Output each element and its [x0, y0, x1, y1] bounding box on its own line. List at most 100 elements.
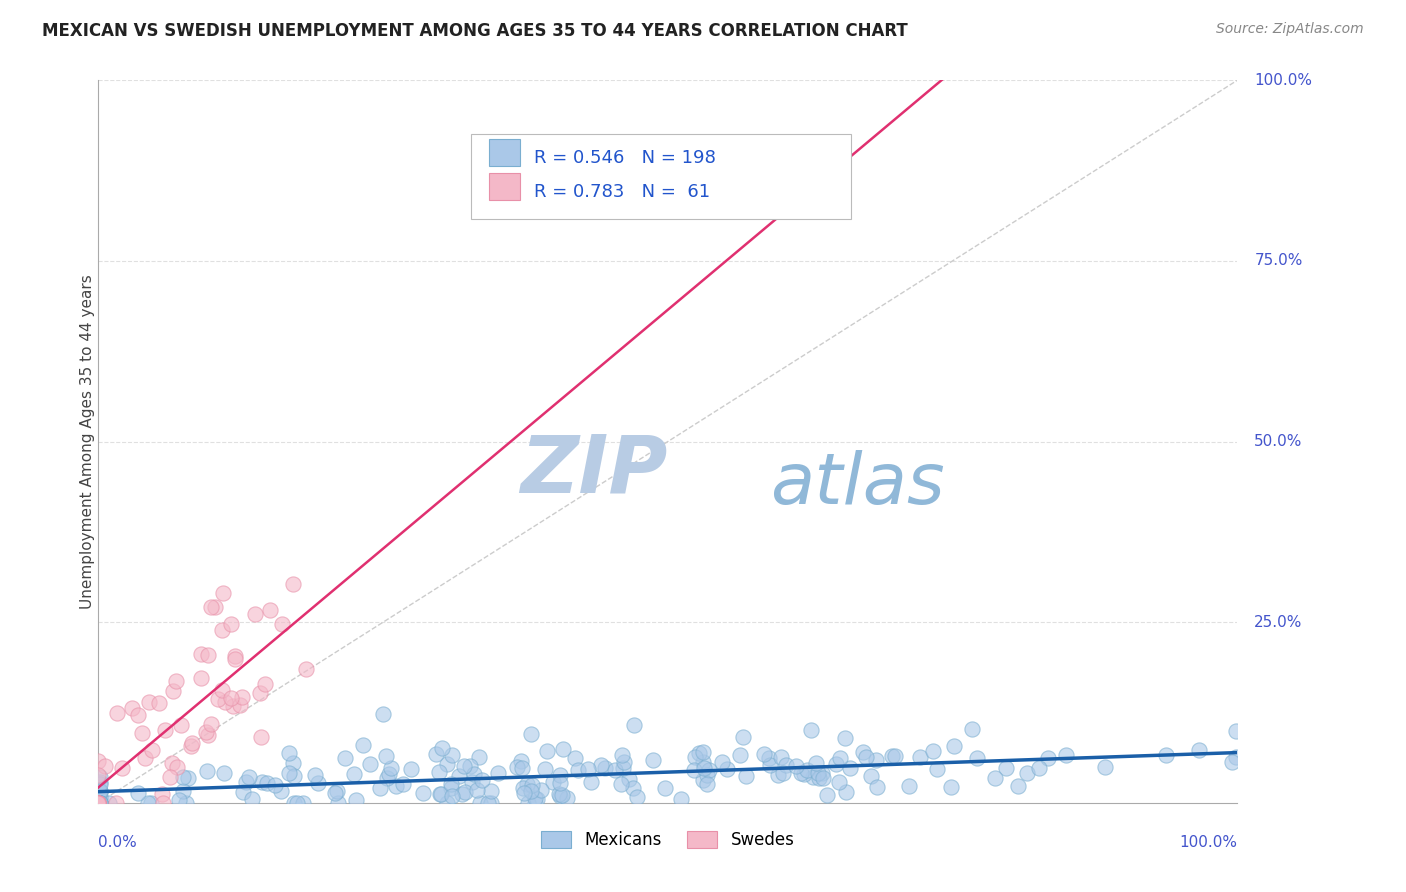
Swedes	[105, 796, 128, 810]
Swedes	[166, 760, 188, 774]
Swedes	[152, 796, 174, 810]
Mexicans	[344, 793, 367, 807]
Mexicans	[326, 796, 349, 810]
Mexicans	[855, 750, 877, 764]
Mexicans	[430, 787, 453, 801]
Mexicans	[167, 793, 190, 807]
Mexicans	[995, 761, 1018, 775]
Mexicans	[285, 796, 308, 810]
Mexicans	[174, 796, 197, 810]
Swedes	[134, 751, 156, 765]
Mexicans	[454, 785, 477, 799]
Mexicans	[270, 783, 292, 797]
Mexicans	[89, 784, 111, 798]
Swedes	[212, 586, 235, 600]
Swedes	[87, 796, 110, 810]
Swedes	[281, 577, 304, 591]
Mexicans	[548, 787, 571, 801]
Mexicans	[450, 787, 472, 801]
Mexicans	[392, 777, 415, 791]
Mexicans	[307, 776, 329, 790]
Mexicans	[804, 756, 827, 771]
Mexicans	[441, 789, 464, 804]
Mexicans	[89, 796, 111, 810]
Mexicans	[564, 751, 586, 765]
Mexicans	[654, 780, 676, 795]
Mexicans	[536, 744, 558, 758]
Mexicans	[250, 775, 273, 789]
Mexicans	[436, 796, 458, 810]
Swedes	[180, 739, 202, 753]
Mexicans	[811, 772, 834, 786]
Text: 25.0%: 25.0%	[1254, 615, 1303, 630]
Mexicans	[520, 783, 543, 797]
Mexicans	[378, 767, 401, 781]
Mexicans	[735, 769, 758, 783]
Swedes	[197, 648, 219, 662]
Mexicans	[385, 779, 408, 793]
Mexicans	[510, 754, 533, 768]
Mexicans	[811, 766, 834, 780]
Mexicans	[172, 784, 194, 798]
Mexicans	[623, 718, 645, 732]
Mexicans	[551, 741, 574, 756]
Swedes	[160, 756, 183, 770]
Mexicans	[461, 775, 484, 789]
Mexicans	[89, 796, 111, 810]
Mexicans	[89, 771, 111, 785]
Mexicans	[828, 751, 851, 765]
Mexicans	[374, 749, 396, 764]
Swedes	[165, 673, 187, 688]
Mexicans	[711, 755, 734, 769]
Swedes	[219, 617, 242, 632]
Mexicans	[897, 779, 920, 793]
Mexicans	[89, 796, 111, 810]
Mexicans	[304, 768, 326, 782]
Mexicans	[477, 796, 499, 810]
Mexicans	[1054, 747, 1077, 762]
Mexicans	[603, 763, 626, 777]
Mexicans	[752, 747, 775, 762]
Mexicans	[449, 769, 471, 783]
Mexicans	[591, 758, 613, 772]
Mexicans	[380, 761, 402, 775]
Mexicans	[375, 772, 398, 786]
Swedes	[190, 671, 212, 685]
Mexicans	[693, 761, 716, 775]
Mexicans	[486, 765, 509, 780]
Mexicans	[550, 775, 572, 789]
Mexicans	[458, 759, 481, 773]
Mexicans	[481, 783, 503, 797]
Mexicans	[89, 784, 111, 798]
Text: 50.0%: 50.0%	[1254, 434, 1303, 449]
Mexicans	[283, 796, 305, 810]
Mexicans	[1028, 761, 1050, 775]
Mexicans	[613, 755, 636, 769]
Mexicans	[1154, 748, 1177, 763]
Mexicans	[548, 789, 571, 804]
Mexicans	[692, 755, 714, 769]
Swedes	[170, 718, 193, 732]
Mexicans	[865, 753, 887, 767]
Swedes	[87, 768, 110, 782]
Mexicans	[468, 796, 491, 810]
Mexicans	[866, 780, 889, 795]
Swedes	[87, 796, 110, 810]
Mexicans	[567, 764, 589, 778]
Mexicans	[808, 771, 831, 785]
Mexicans	[471, 772, 494, 787]
Mexicans	[623, 781, 645, 796]
Swedes	[195, 725, 218, 739]
Mexicans	[610, 777, 633, 791]
Mexicans	[1220, 755, 1243, 769]
Text: 75.0%: 75.0%	[1254, 253, 1303, 268]
Swedes	[141, 743, 163, 757]
Mexicans	[522, 778, 544, 792]
Swedes	[214, 695, 236, 709]
Mexicans	[343, 766, 366, 780]
Mexicans	[730, 748, 752, 763]
Mexicans	[800, 723, 823, 737]
Mexicans	[89, 796, 111, 810]
Mexicans	[883, 749, 905, 764]
Mexicans	[758, 751, 780, 765]
